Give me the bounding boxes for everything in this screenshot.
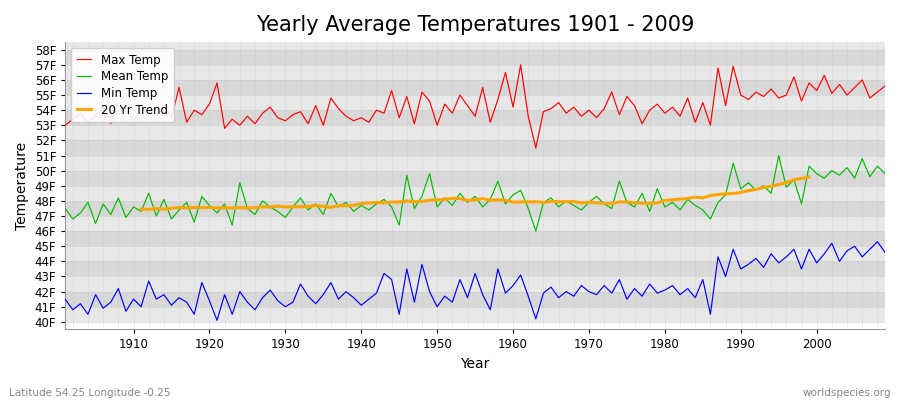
Bar — [65, 261, 885, 276]
Line: Min Temp: Min Temp — [65, 242, 885, 320]
Bar — [65, 292, 885, 307]
Min Temp — [59, 297, 70, 302]
Text: worldspecies.org: worldspecies.org — [803, 388, 891, 398]
Bar — [65, 246, 885, 261]
Min Temp — [515, 272, 526, 277]
Min Temp — [872, 239, 883, 244]
Bar — [65, 34, 885, 50]
Mean Temp — [59, 206, 70, 211]
20 Yr Trend — [401, 199, 412, 204]
Max Temp — [59, 123, 70, 128]
Mean Temp — [607, 206, 617, 211]
Line: Mean Temp: Mean Temp — [65, 156, 885, 231]
Min Temp — [508, 283, 518, 288]
Bar — [65, 95, 885, 110]
Bar — [65, 156, 885, 171]
Y-axis label: Temperature: Temperature — [15, 142, 29, 230]
Mean Temp — [333, 204, 344, 209]
Bar — [65, 140, 885, 156]
Legend: Max Temp, Mean Temp, Min Temp, 20 Yr Trend: Max Temp, Mean Temp, Min Temp, 20 Yr Tre… — [71, 48, 174, 122]
Bar — [65, 231, 885, 246]
Min Temp — [879, 250, 890, 255]
Min Temp — [212, 318, 222, 323]
Max Temp — [121, 108, 131, 112]
Min Temp — [121, 309, 131, 314]
20 Yr Trend — [136, 207, 147, 212]
Max Temp — [508, 105, 518, 110]
Bar — [65, 186, 885, 201]
20 Yr Trend — [735, 190, 746, 195]
Line: Max Temp: Max Temp — [65, 65, 885, 148]
Mean Temp — [287, 204, 298, 209]
Mean Temp — [508, 192, 518, 197]
Mean Temp — [879, 171, 890, 176]
Min Temp — [607, 291, 617, 296]
Max Temp — [515, 62, 526, 67]
Max Temp — [287, 112, 298, 117]
Mean Temp — [773, 153, 784, 158]
Bar — [65, 216, 885, 231]
Line: 20 Yr Trend: 20 Yr Trend — [141, 177, 809, 209]
Bar — [65, 171, 885, 186]
Mean Temp — [530, 229, 541, 234]
Min Temp — [295, 282, 306, 286]
X-axis label: Year: Year — [461, 357, 490, 371]
Bar — [65, 276, 885, 292]
20 Yr Trend — [227, 206, 238, 210]
Max Temp — [614, 112, 625, 117]
Bar — [65, 125, 885, 140]
Max Temp — [500, 70, 511, 75]
Title: Yearly Average Temperatures 1901 - 2009: Yearly Average Temperatures 1901 - 2009 — [256, 15, 694, 35]
Bar — [65, 201, 885, 216]
Max Temp — [333, 106, 344, 111]
Text: Latitude 54.25 Longitude -0.25: Latitude 54.25 Longitude -0.25 — [9, 388, 170, 398]
20 Yr Trend — [485, 198, 496, 203]
20 Yr Trend — [212, 206, 222, 210]
Bar — [65, 50, 885, 65]
Mean Temp — [500, 202, 511, 206]
Max Temp — [879, 84, 890, 88]
20 Yr Trend — [143, 207, 154, 212]
Bar — [65, 65, 885, 80]
Bar — [65, 80, 885, 95]
Bar — [65, 110, 885, 125]
20 Yr Trend — [280, 204, 291, 209]
20 Yr Trend — [804, 175, 814, 180]
Max Temp — [530, 146, 541, 150]
Bar — [65, 307, 885, 322]
Min Temp — [341, 289, 352, 294]
Mean Temp — [121, 215, 131, 220]
